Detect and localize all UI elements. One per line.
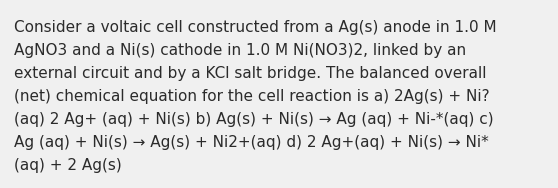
Text: Consider a voltaic cell constructed from a Ag(s) anode in 1.0 M: Consider a voltaic cell constructed from…: [14, 20, 497, 35]
Text: (net) chemical equation for the cell reaction is a) 2Ag(s) + Ni?: (net) chemical equation for the cell rea…: [14, 89, 489, 104]
Text: AgNO3 and a Ni(s) cathode in 1.0 M Ni(NO3)2, linked by an: AgNO3 and a Ni(s) cathode in 1.0 M Ni(NO…: [14, 43, 466, 58]
Text: (aq) 2 Ag+ (aq) + Ni(s) b) Ag(s) + Ni(s) → Ag (aq) + Ni-*(aq) c): (aq) 2 Ag+ (aq) + Ni(s) b) Ag(s) + Ni(s)…: [14, 112, 494, 127]
Text: external circuit and by a KCl salt bridge. The balanced overall: external circuit and by a KCl salt bridg…: [14, 66, 487, 81]
Text: Ag (aq) + Ni(s) → Ag(s) + Ni2+(aq) d) 2 Ag+(aq) + Ni(s) → Ni*: Ag (aq) + Ni(s) → Ag(s) + Ni2+(aq) d) 2 …: [14, 135, 489, 150]
Text: (aq) + 2 Ag(s): (aq) + 2 Ag(s): [14, 158, 122, 173]
